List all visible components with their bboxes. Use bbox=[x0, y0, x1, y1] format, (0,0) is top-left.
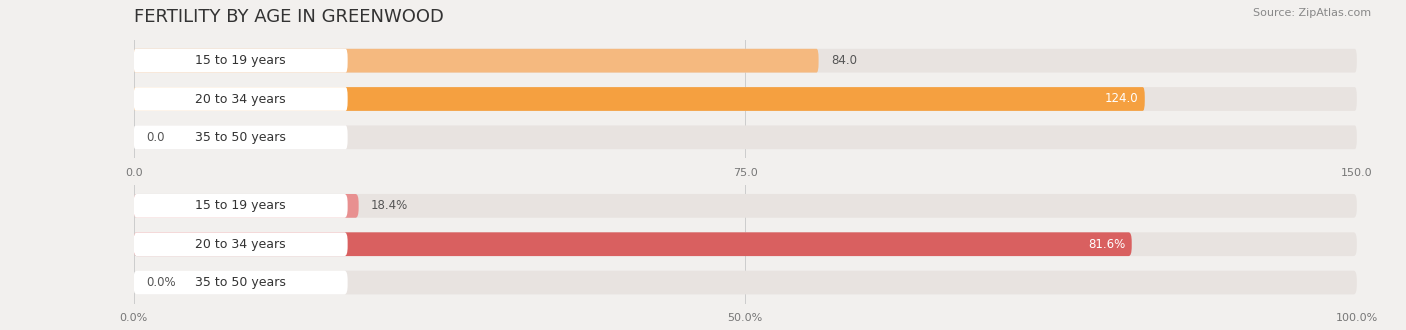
Text: 18.4%: 18.4% bbox=[371, 199, 408, 213]
FancyBboxPatch shape bbox=[134, 271, 1357, 294]
Text: 20 to 34 years: 20 to 34 years bbox=[195, 92, 285, 106]
Text: 15 to 19 years: 15 to 19 years bbox=[195, 54, 285, 67]
FancyBboxPatch shape bbox=[134, 87, 347, 111]
FancyBboxPatch shape bbox=[134, 87, 1357, 111]
FancyBboxPatch shape bbox=[134, 232, 1357, 256]
Text: 0.0: 0.0 bbox=[146, 131, 165, 144]
FancyBboxPatch shape bbox=[134, 194, 1357, 218]
FancyBboxPatch shape bbox=[134, 49, 1357, 73]
Text: 81.6%: 81.6% bbox=[1088, 238, 1126, 251]
FancyBboxPatch shape bbox=[134, 87, 1144, 111]
Text: 15 to 19 years: 15 to 19 years bbox=[195, 199, 285, 213]
FancyBboxPatch shape bbox=[134, 125, 1357, 149]
Text: FERTILITY BY AGE IN GREENWOOD: FERTILITY BY AGE IN GREENWOOD bbox=[134, 8, 443, 26]
Text: 124.0: 124.0 bbox=[1105, 92, 1139, 106]
FancyBboxPatch shape bbox=[134, 194, 347, 218]
Text: 0.0%: 0.0% bbox=[146, 276, 176, 289]
FancyBboxPatch shape bbox=[134, 271, 347, 294]
Text: 35 to 50 years: 35 to 50 years bbox=[195, 276, 285, 289]
Text: 35 to 50 years: 35 to 50 years bbox=[195, 131, 285, 144]
FancyBboxPatch shape bbox=[134, 232, 347, 256]
FancyBboxPatch shape bbox=[134, 49, 347, 73]
FancyBboxPatch shape bbox=[134, 125, 347, 149]
FancyBboxPatch shape bbox=[134, 194, 359, 218]
FancyBboxPatch shape bbox=[134, 49, 818, 73]
FancyBboxPatch shape bbox=[134, 232, 1132, 256]
Text: 84.0: 84.0 bbox=[831, 54, 856, 67]
Text: Source: ZipAtlas.com: Source: ZipAtlas.com bbox=[1253, 8, 1371, 18]
Text: 20 to 34 years: 20 to 34 years bbox=[195, 238, 285, 251]
